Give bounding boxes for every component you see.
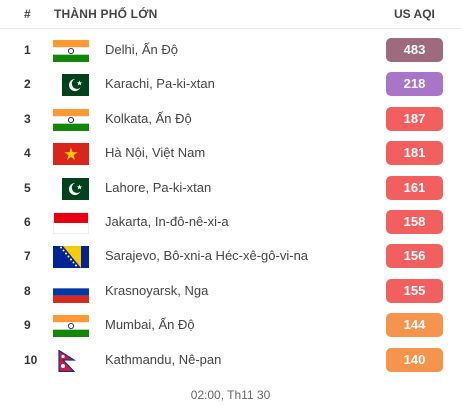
pakistan-flag-icon	[53, 74, 89, 97]
rank-number: 1	[24, 43, 31, 57]
rank-number: 4	[24, 146, 31, 161]
rank-number: 9	[24, 318, 31, 333]
aqi-badge: 161	[386, 175, 443, 200]
rank-number: 6	[24, 215, 31, 229]
aqi-column-header: US AQI	[394, 7, 435, 21]
city-name[interactable]: Delhi, Ấn Độ	[105, 42, 178, 57]
table-row[interactable]: 6 Jakarta, In-đô-nê-xi-a 158	[0, 206, 461, 240]
city-name[interactable]: Lahore, Pa-ki-xtan	[105, 179, 212, 195]
update-timestamp: 02:00, Th11 30	[190, 388, 271, 402]
pakistan-flag-icon	[53, 177, 89, 200]
india-flag-icon	[53, 40, 89, 62]
aqi-badge: 156	[386, 244, 443, 269]
russia-flag-icon	[53, 280, 89, 303]
nepal-flag-icon	[53, 349, 89, 372]
table-row[interactable]: 3 Kolkata, Ấn Độ 187	[0, 103, 461, 137]
rank-number: 2	[24, 77, 31, 92]
city-name[interactable]: Krasnoyarsk, Nga	[105, 282, 209, 298]
table-row[interactable]: 8 Krasnoyarsk, Nga 155	[0, 275, 461, 309]
table-row[interactable]: 10 Kathmandu, Nê-pan 140	[0, 344, 461, 378]
india-flag-icon	[53, 108, 89, 131]
table-row[interactable]: 4 Hà Nội, Việt Nam 181	[0, 137, 461, 171]
header-divider	[0, 28, 461, 29]
city-name[interactable]: Kathmandu, Nê-pan	[105, 351, 222, 367]
indonesia-flag-icon	[53, 212, 89, 234]
rank-number: 5	[24, 180, 31, 195]
table-row[interactable]: 1 Delhi, Ấn Độ 483	[0, 34, 461, 68]
city-column-header: THÀNH PHỐ LỚN	[54, 7, 158, 21]
aqi-badge: 218	[386, 72, 443, 97]
table-row[interactable]: 9 Mumbai, Ấn Độ 144	[0, 309, 461, 343]
rank-number: 3	[24, 111, 31, 126]
aqi-badge: 144	[386, 313, 443, 338]
bosnia-flag-icon	[53, 246, 89, 269]
rank-number: 7	[24, 249, 31, 264]
city-name[interactable]: Kolkata, Ấn Độ	[105, 110, 192, 126]
city-name[interactable]: Sarajevo, Bô-xni-a Héc-xê-gô-vi-na	[105, 248, 309, 264]
aqi-badge: 187	[386, 106, 443, 131]
aqi-badge: 181	[386, 141, 443, 166]
aqi-badge: 155	[386, 278, 443, 303]
aqi-badge: 483	[386, 38, 443, 62]
rank-number: 8	[24, 283, 31, 298]
rank-column-header: #	[24, 7, 31, 21]
city-name[interactable]: Hà Nội, Việt Nam	[105, 145, 206, 161]
vietnam-flag-icon	[53, 143, 89, 166]
aqi-badge: 140	[386, 347, 443, 372]
table-header: # THÀNH PHỐ LỚN US AQI	[0, 0, 461, 28]
table-row[interactable]: 5 Lahore, Pa-ki-xtan 161	[0, 172, 461, 206]
india-flag-icon	[53, 315, 89, 338]
rank-number: 10	[24, 352, 38, 367]
city-name[interactable]: Karachi, Pa-ki-xtan	[105, 76, 215, 92]
table-row[interactable]: 7 Sarajevo, Bô-xni-a Héc-xê-gô-vi-na 156	[0, 240, 461, 274]
city-name[interactable]: Mumbai, Ấn Độ	[105, 317, 195, 333]
aqi-badge: 158	[386, 210, 443, 234]
table-row[interactable]: 2 Karachi, Pa-ki-xtan 218	[0, 68, 461, 102]
city-name[interactable]: Jakarta, In-đô-nê-xi-a	[105, 214, 229, 229]
